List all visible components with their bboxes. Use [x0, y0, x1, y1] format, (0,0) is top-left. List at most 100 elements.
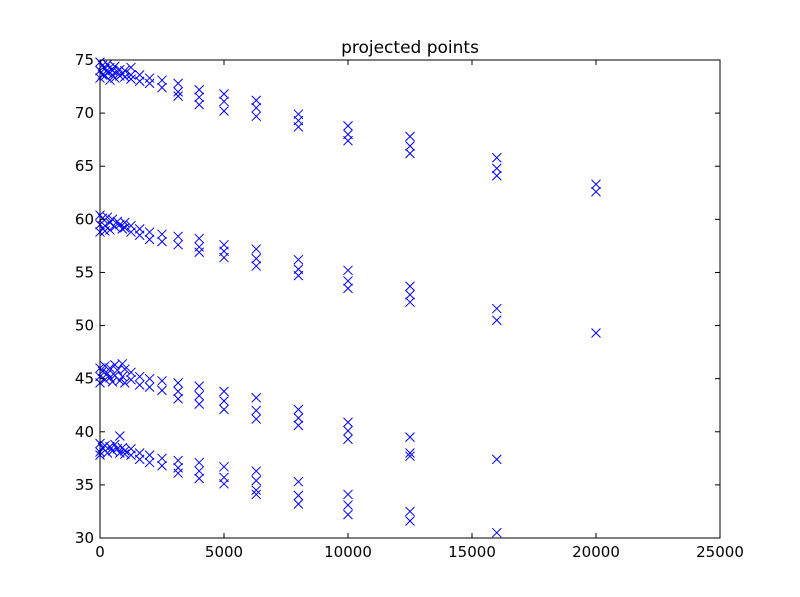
data-point [173, 393, 183, 404]
y-tick-label: 55 [75, 263, 94, 281]
x-tick-label: 5000 [205, 543, 243, 561]
data-point [219, 396, 229, 406]
data-point [405, 448, 415, 458]
data-point [405, 148, 415, 159]
data-point [343, 265, 353, 276]
x-tick-label: 10000 [324, 543, 372, 561]
data-point [144, 78, 155, 89]
data-point [102, 67, 113, 78]
data-point [117, 371, 128, 382]
data-point [126, 74, 136, 84]
data-point [251, 489, 262, 500]
data-point [293, 122, 304, 132]
data-point [157, 82, 167, 93]
data-point [144, 227, 155, 237]
data-point [591, 186, 601, 197]
data-point [293, 499, 304, 509]
data-point [194, 84, 205, 95]
data-point [157, 453, 167, 464]
data-point [173, 239, 183, 250]
data-point [343, 417, 353, 428]
data-point [251, 102, 262, 113]
data-point [194, 473, 205, 484]
data-point [251, 485, 262, 496]
data-point [157, 375, 167, 386]
data-point [134, 380, 145, 390]
data-point [110, 221, 120, 232]
data-point [343, 135, 353, 146]
data-point [173, 91, 183, 101]
x-tick-label: 20000 [572, 543, 620, 561]
data-point [102, 368, 113, 379]
data-point [194, 466, 205, 476]
data-point [219, 404, 229, 415]
data-point [491, 163, 502, 174]
y-tick-label: 60 [75, 210, 94, 228]
data-point [144, 382, 155, 393]
data-point [110, 73, 120, 83]
data-point [405, 516, 415, 526]
data-point [100, 361, 110, 371]
data-point [219, 478, 229, 489]
data-point [105, 363, 115, 373]
y-tick-label: 50 [75, 317, 94, 335]
data-point [194, 92, 205, 103]
data-point [134, 230, 145, 241]
data-point [173, 386, 183, 397]
data-point [134, 371, 145, 382]
data-point [491, 527, 502, 538]
data-point [119, 364, 130, 374]
data-point [251, 244, 262, 254]
data-point [591, 179, 601, 190]
data-point [114, 431, 125, 441]
data-point [293, 420, 304, 431]
data-point [251, 475, 262, 486]
data-point [157, 229, 167, 240]
data-point [173, 87, 183, 97]
data-point [591, 328, 601, 338]
data-point [157, 385, 167, 396]
data-point [219, 89, 229, 99]
data-point [114, 219, 125, 230]
data-point [157, 236, 167, 247]
x-axis: 0 5000 10000 15000 20000 25000 [95, 60, 744, 561]
data-point [102, 212, 113, 223]
data-point [126, 70, 136, 80]
data-point [293, 270, 304, 281]
data-point [491, 170, 502, 181]
data-point [157, 75, 167, 86]
data-point [251, 95, 262, 106]
data-point [119, 378, 130, 388]
data-point [405, 281, 415, 292]
data-point [105, 225, 115, 235]
data-point [405, 451, 415, 462]
data-point [251, 253, 262, 264]
data-point [251, 261, 262, 271]
data-point [251, 414, 262, 424]
data-point [343, 121, 353, 131]
data-point [293, 476, 304, 487]
data-point [194, 381, 205, 391]
data-point [219, 461, 229, 472]
data-point [405, 506, 415, 517]
y-tick-label: 65 [75, 157, 94, 175]
data-point [219, 106, 229, 116]
data-point [157, 460, 167, 471]
data-point [219, 252, 229, 263]
data-point [293, 413, 304, 423]
y-tick-label: 40 [75, 423, 94, 441]
data-point [343, 434, 353, 445]
data-point [343, 276, 353, 286]
y-tick-label: 75 [75, 51, 94, 69]
data-point [491, 152, 502, 163]
data-point [107, 214, 118, 225]
data-point [251, 405, 262, 416]
data-point [107, 446, 118, 456]
data-point [117, 224, 128, 234]
data-point [144, 234, 155, 245]
y-tick-label: 35 [75, 476, 94, 494]
data-point [194, 390, 205, 401]
x-tick-label: 0 [95, 543, 105, 561]
data-point [119, 449, 130, 459]
